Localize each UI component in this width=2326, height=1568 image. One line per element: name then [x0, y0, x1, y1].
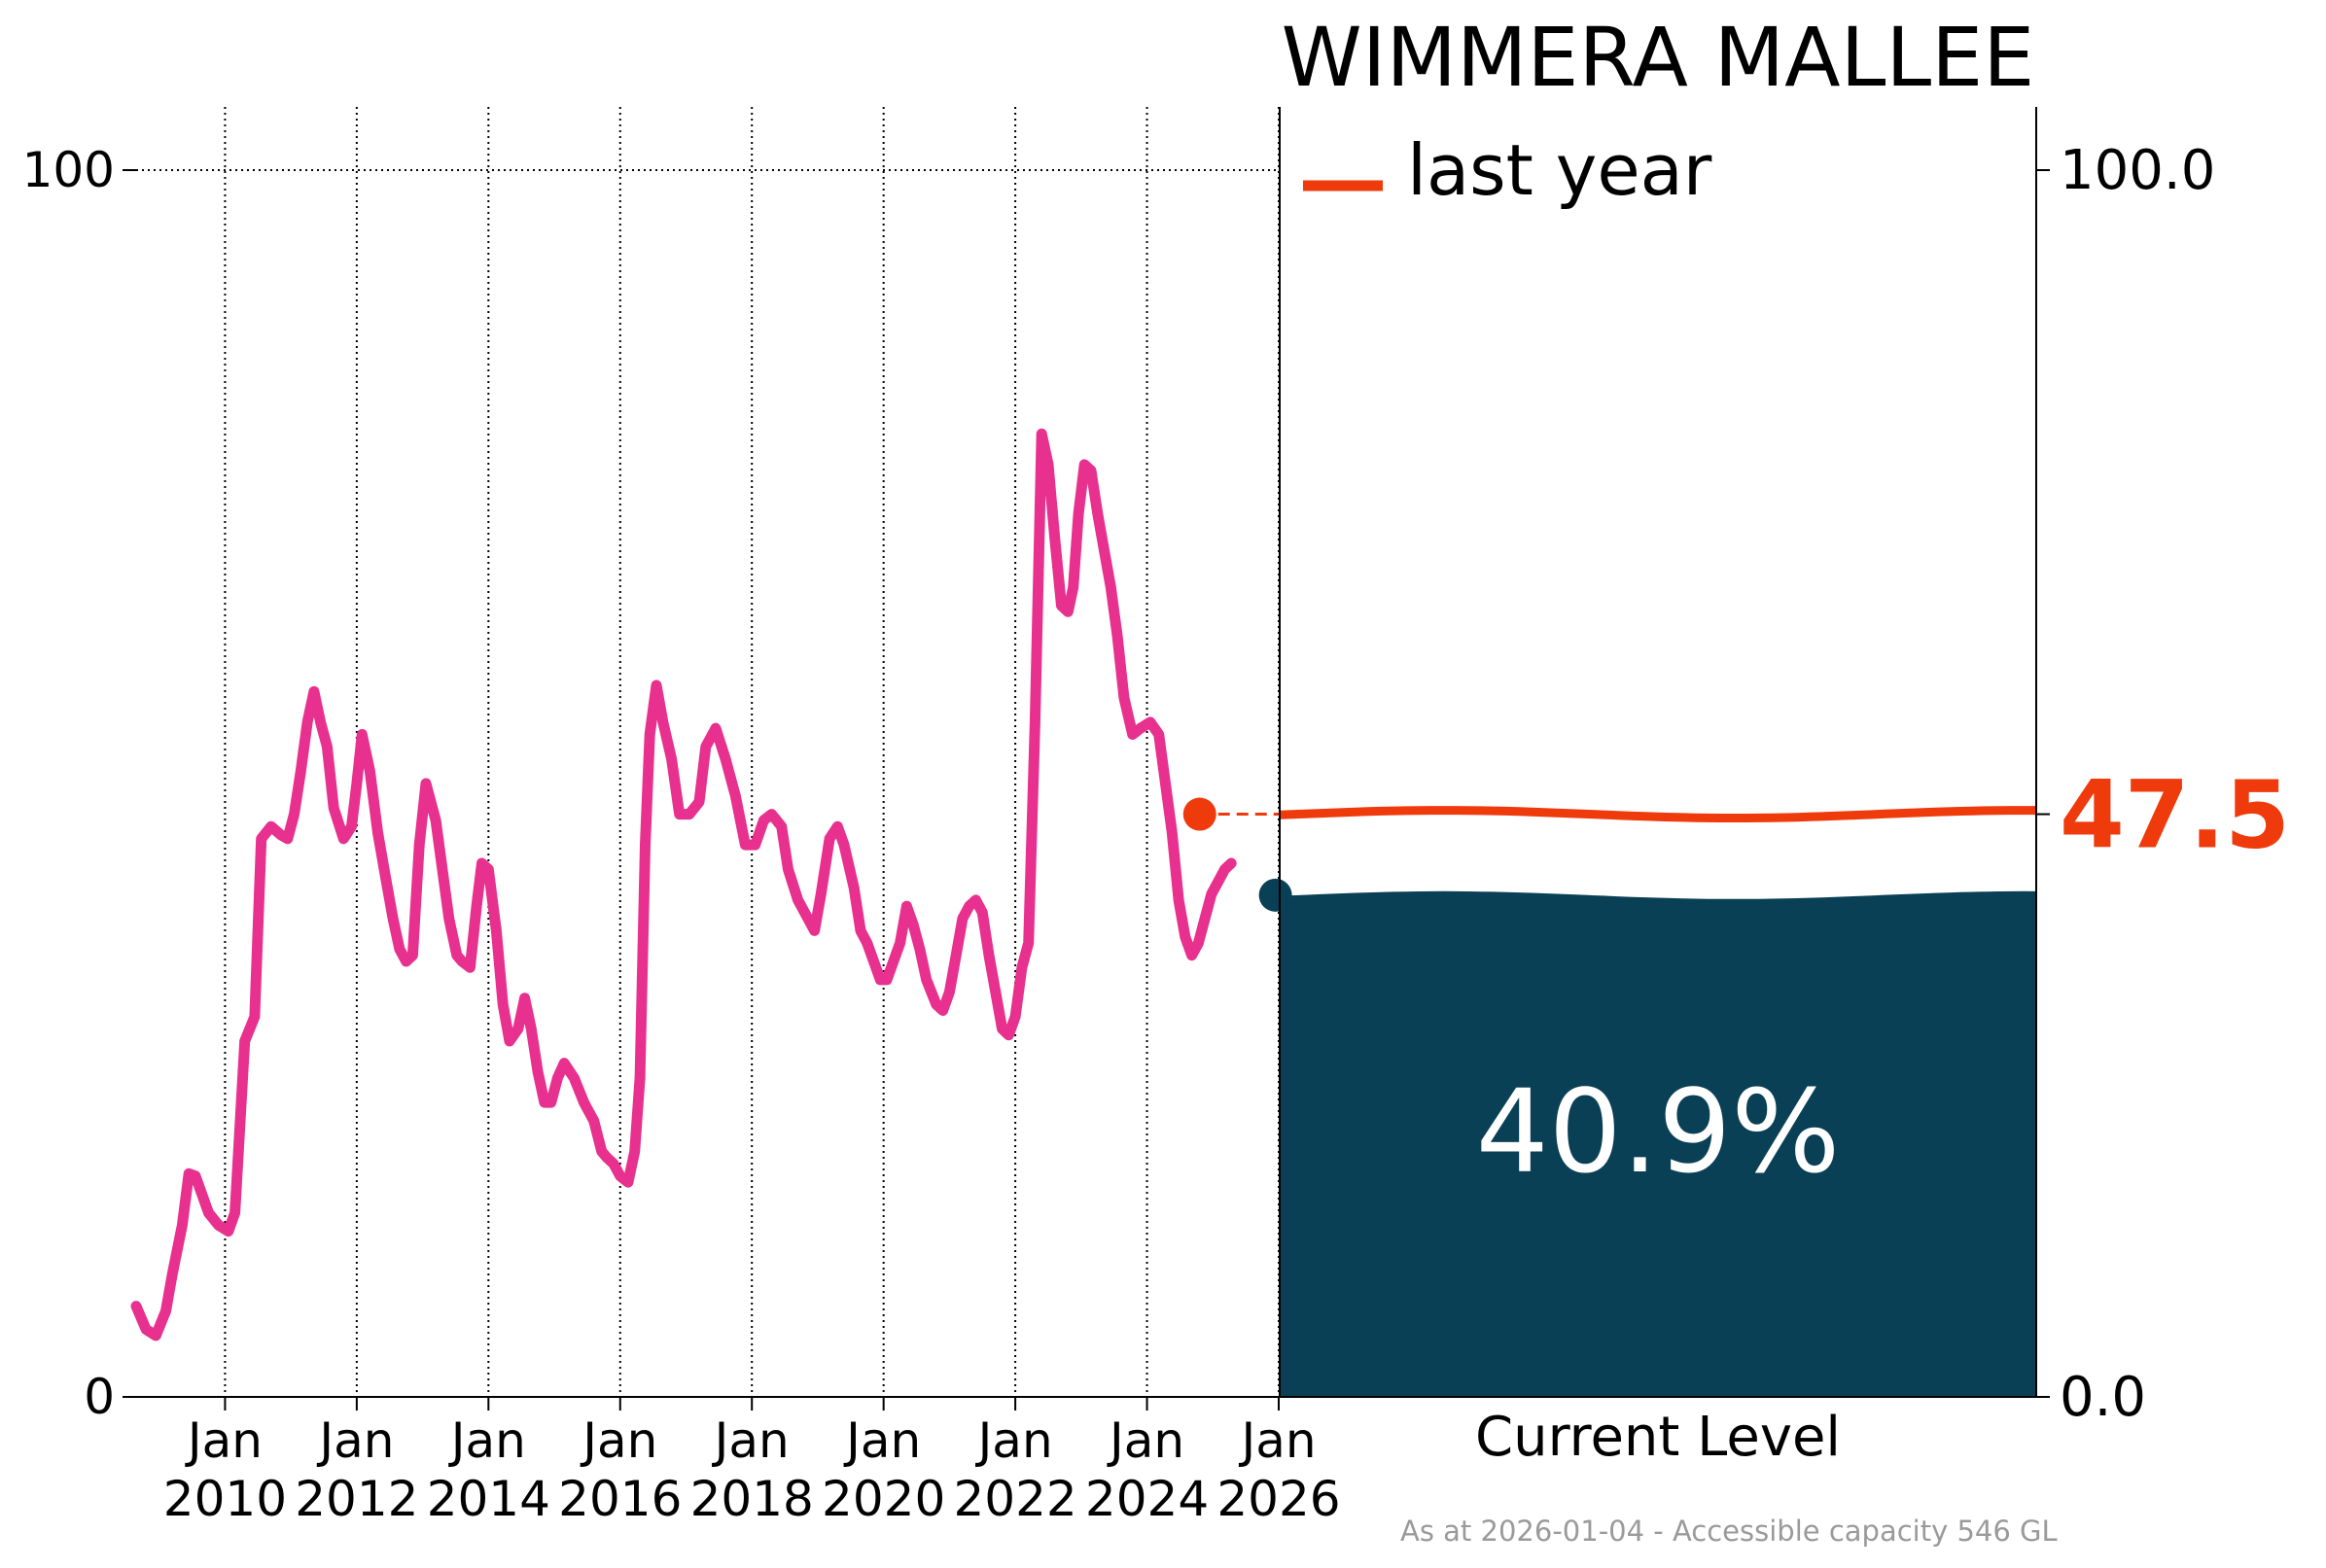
- right-tick-label: 0.0: [2060, 1366, 2146, 1429]
- x-tick-label-month: Jan: [1238, 1412, 1316, 1469]
- x-tick-label-month: Jan: [975, 1412, 1053, 1469]
- right-tick-label: 100.0: [2060, 139, 2215, 202]
- chart-title: WIMMERA MALLEE: [1282, 10, 2035, 105]
- series-line: [130, 428, 1237, 1342]
- x-tick-label-year: 2022: [953, 1471, 1076, 1527]
- y-tick-label: 0: [84, 1369, 115, 1425]
- x-tick-label-year: 2026: [1216, 1471, 1340, 1527]
- x-tick-label-year: 2016: [558, 1471, 682, 1527]
- last-year-value-label: 47.5: [2060, 761, 2290, 870]
- x-tick-label-year: 2020: [822, 1471, 945, 1527]
- level-gauge: [1279, 806, 2036, 1397]
- last-year-level-line: [1279, 806, 2036, 822]
- footnote: As at 2026-01-04 - Accessible capacity 5…: [1400, 1515, 2058, 1548]
- x-tick-label-month: Jan: [448, 1412, 526, 1469]
- x-tick-label-year: 2024: [1085, 1471, 1209, 1527]
- y-tick-label: 100: [22, 142, 115, 198]
- x-tick-label-month: Jan: [843, 1412, 921, 1469]
- last-year-point: [1182, 797, 1216, 831]
- x-tick-label-month: Jan: [316, 1412, 394, 1469]
- x-tick-label-year: 2018: [690, 1471, 814, 1527]
- axes: [123, 107, 2050, 1411]
- series-group: [130, 428, 1237, 1342]
- legend: last year: [1303, 129, 1712, 211]
- x-tick-label-year: 2014: [427, 1471, 550, 1527]
- x-tick-label-year: 2012: [295, 1471, 418, 1527]
- gauge-title: Current Level: [1475, 1406, 1841, 1469]
- x-tick-label-month: Jan: [580, 1412, 657, 1469]
- gauge-fill: [1280, 890, 2036, 1397]
- tick-labels: 01000.0100.0Jan2010Jan2012Jan2014Jan2016…: [22, 139, 2216, 1527]
- x-tick-label-month: Jan: [712, 1412, 790, 1469]
- gauge-value-label: 40.9%: [1476, 1064, 1841, 1199]
- x-tick-label-year: 2010: [163, 1471, 287, 1527]
- x-tick-label-month: Jan: [1107, 1412, 1184, 1469]
- x-tick-label-month: Jan: [185, 1412, 263, 1469]
- legend-label-last-year: last year: [1407, 129, 1712, 211]
